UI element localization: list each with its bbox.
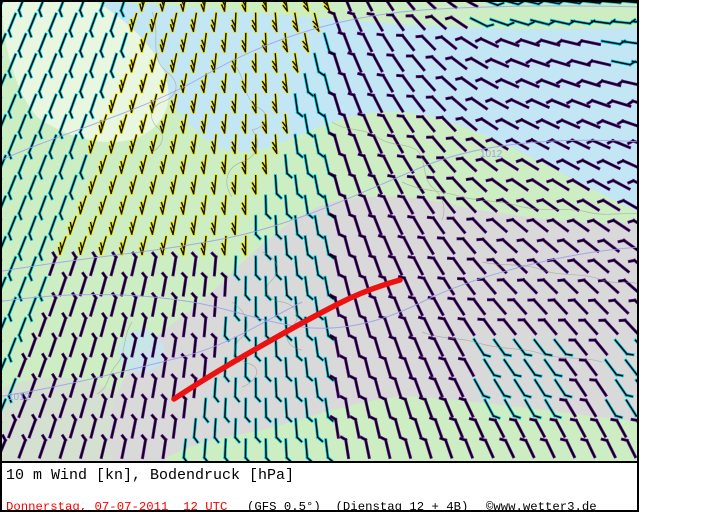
svg-text:1012: 1012	[480, 149, 503, 160]
svg-text:1012: 1012	[8, 392, 31, 403]
